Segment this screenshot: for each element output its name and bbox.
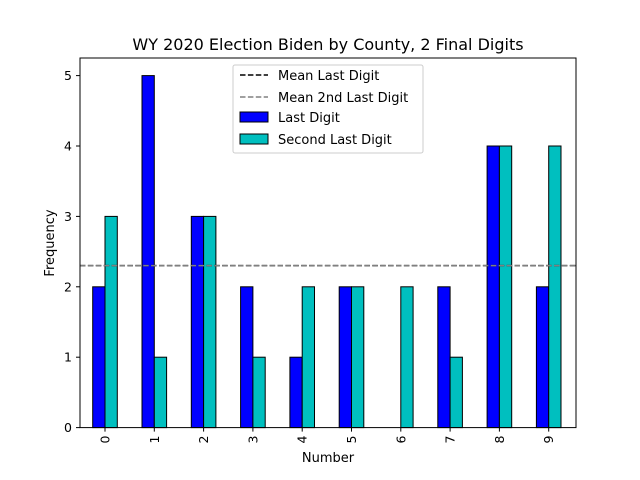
legend-label-mean-last-digit: Mean Last Digit (278, 69, 379, 84)
legend-swatch-last-digit (239, 111, 269, 123)
plot-frame (79, 57, 577, 429)
bar-second-last-digit-4 (301, 286, 316, 429)
bar-last-digit-8 (486, 145, 500, 429)
bar-last-digit-0 (92, 286, 106, 429)
legend: Mean Last Digit Mean 2nd Last Digit Last… (232, 64, 424, 154)
y-axis-label: Frequency (43, 209, 58, 276)
y-tick-label-0: 0 (64, 420, 72, 435)
y-tick-label-2: 2 (64, 279, 72, 294)
x-tick-label-8: 8 (492, 436, 507, 444)
bar-last-digit-2 (190, 215, 205, 429)
legend-label-second-last-digit: Second Last Digit (278, 133, 392, 148)
bar-second-last-digit-6 (400, 286, 414, 429)
y-tick-label-1: 1 (64, 350, 72, 365)
x-tick-label-1: 1 (147, 436, 162, 444)
x-tick-label-4: 4 (295, 436, 310, 444)
bar-last-digit-1 (141, 75, 155, 429)
bar-second-last-digit-7 (449, 356, 463, 429)
bar-last-digit-9 (535, 286, 550, 429)
bar-second-last-digit-5 (351, 286, 365, 429)
x-tick-label-7: 7 (443, 436, 458, 444)
x-tick-label-2: 2 (196, 436, 211, 444)
bar-second-last-digit-8 (498, 145, 513, 429)
chart-title: WY 2020 Election Biden by County, 2 Fina… (132, 35, 523, 54)
y-tick-label-4: 4 (64, 139, 72, 154)
x-tick-label-0: 0 (98, 436, 113, 444)
y-axis: 0 1 2 3 4 5 (64, 68, 80, 435)
legend-frame (232, 64, 424, 154)
x-axis: 0 1 2 3 4 5 6 7 8 9 (98, 427, 556, 444)
y-tick-label-5: 5 (64, 68, 72, 83)
x-tick-label-6: 6 (393, 436, 408, 444)
bar-second-last-digit-2 (203, 215, 217, 429)
bar-second-last-digit-9 (548, 145, 562, 429)
bar-second-last-digit-3 (252, 356, 266, 429)
y-tick-label-3: 3 (64, 209, 72, 224)
legend-label-mean-2nd-last-digit: Mean 2nd Last Digit (278, 91, 408, 106)
bars-group (92, 75, 562, 429)
legend-swatch-second-last-digit (239, 133, 269, 145)
x-tick-label-5: 5 (344, 436, 359, 444)
bar-last-digit-3 (240, 286, 254, 429)
x-axis-label: Number (302, 451, 355, 466)
x-tick-label-9: 9 (541, 436, 556, 444)
x-tick-label-3: 3 (245, 436, 260, 444)
bar-second-last-digit-1 (153, 356, 168, 429)
bar-last-digit-7 (437, 286, 451, 429)
bar-last-digit-4 (289, 356, 303, 429)
legend-label-last-digit: Last Digit (278, 111, 340, 126)
bar-last-digit-5 (338, 286, 353, 429)
bar-second-last-digit-0 (104, 215, 118, 429)
